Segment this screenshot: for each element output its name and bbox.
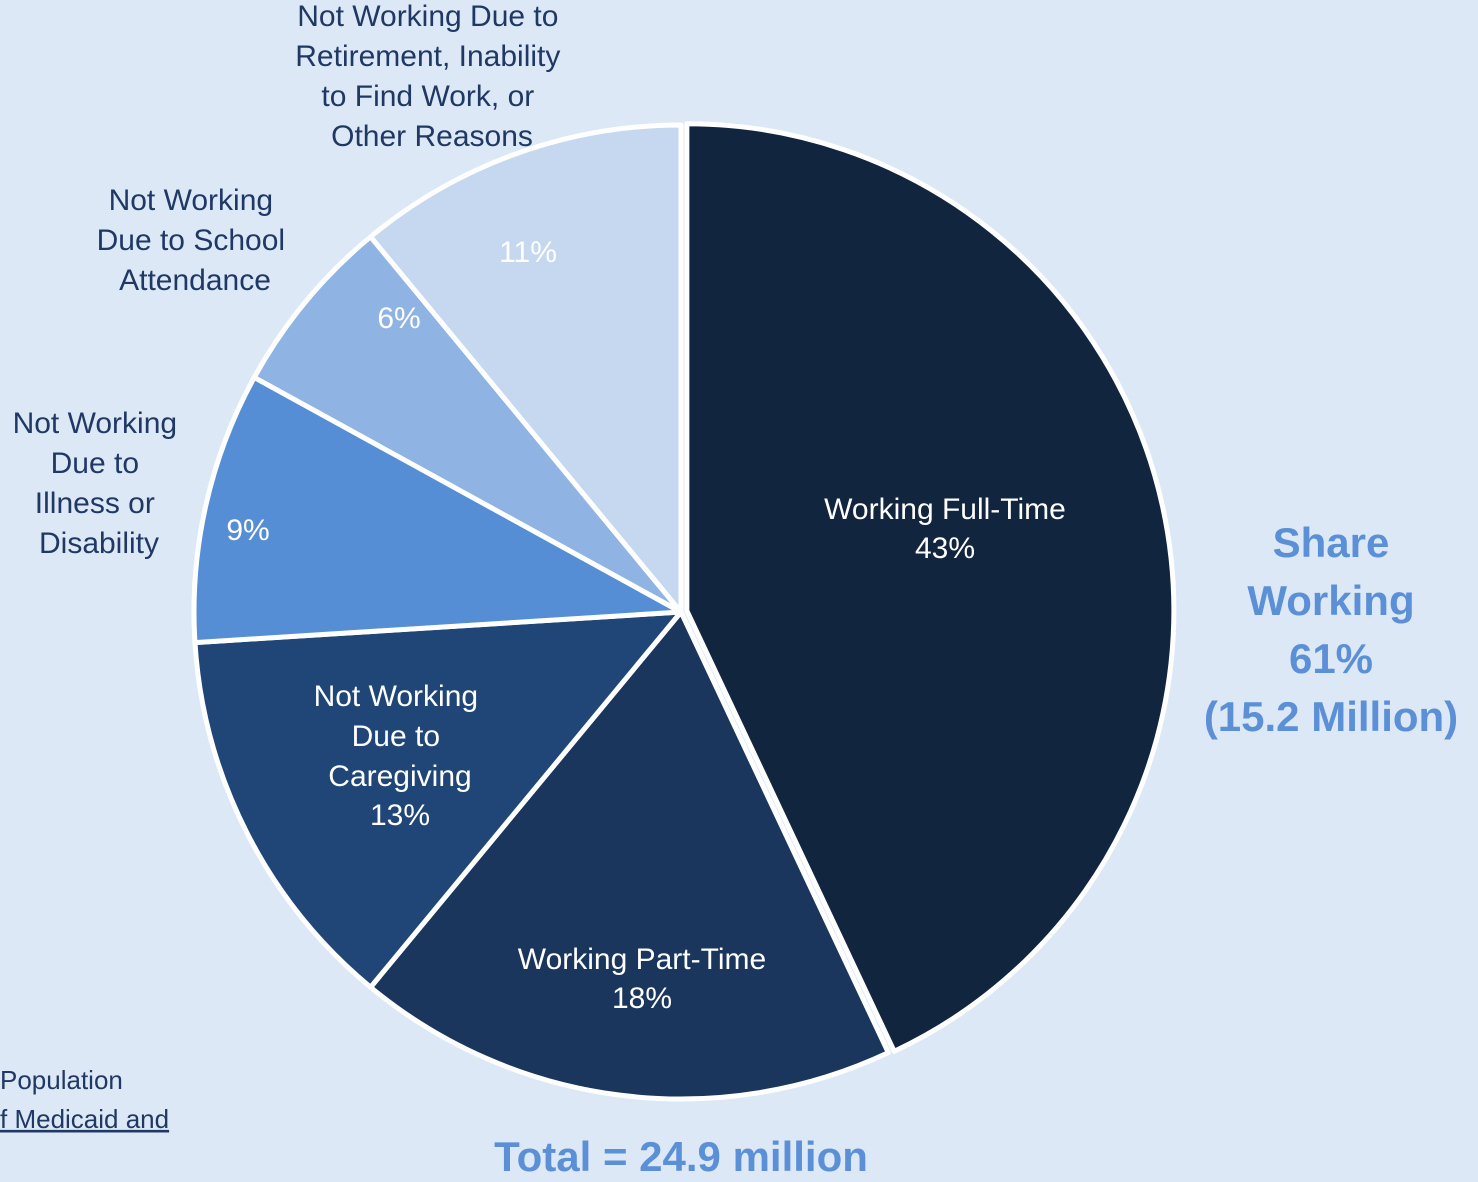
slice-value-label: 6% [377,302,420,335]
slice-value-label: 13% [370,799,430,832]
slice-label: Not Working Due to School Attendance [97,184,294,297]
pie-slice [191,374,684,646]
share-annotation: Share [1273,519,1390,566]
pie-slice [251,234,684,615]
source-note: Population [0,1065,123,1095]
pie-slice [192,609,684,990]
slice-value-label: 9% [226,514,269,547]
slice-label: Not Working Due to Illness or Disability [13,407,186,560]
total-annotation: Total = 24.9 million [494,1133,868,1180]
share-annotation: Working [1247,577,1414,624]
slice-label: Working Part-Time [518,943,766,976]
slice-value-label: 43% [915,532,975,565]
pie-slice [368,122,684,615]
pie-slice [684,121,1177,1054]
share-annotation: (15.2 Million) [1204,693,1458,740]
share-annotation: 61% [1289,635,1373,682]
source-note: f Medicaid and [0,1104,169,1134]
slice-label: Not Working Due to Caregiving [314,680,487,793]
pie-slice [368,609,891,1102]
slice-value-label: 11% [499,236,557,269]
slice-value-label: 18% [612,982,672,1015]
slice-label: Not Working Due to Retirement, Inability… [295,0,568,153]
slice-label: Working Full-Time [824,493,1066,526]
